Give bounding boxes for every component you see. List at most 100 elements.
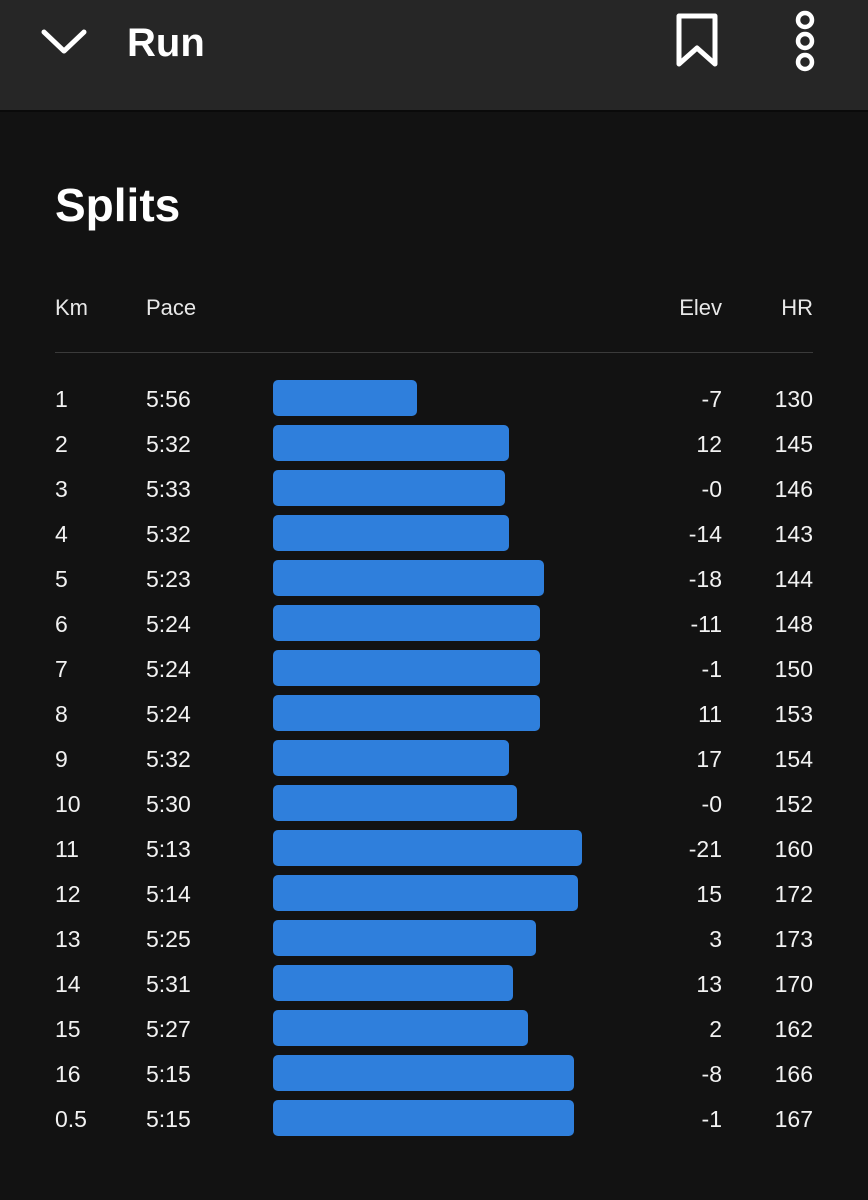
chevron-down-icon	[41, 29, 87, 54]
split-row: 0.5 5:15 -1 167	[0, 1097, 868, 1142]
pace-bar	[273, 425, 509, 461]
page-title: Run	[127, 21, 205, 65]
split-elev: -11	[690, 611, 722, 637]
split-km: 9	[55, 746, 68, 772]
pace-bar	[273, 470, 505, 506]
split-km: 10	[55, 791, 81, 817]
split-pace: 5:32	[146, 521, 191, 547]
pace-bar	[273, 560, 544, 596]
split-pace: 5:33	[146, 476, 191, 502]
pace-bar	[273, 785, 517, 821]
pace-bar	[273, 830, 582, 866]
split-row: 13 5:25 3 173	[0, 917, 868, 962]
split-pace: 5:25	[146, 926, 191, 952]
back-button[interactable]	[36, 20, 92, 64]
splits-heading: Splits	[55, 179, 181, 231]
split-hr: 172	[774, 881, 813, 907]
pace-bar	[273, 740, 509, 776]
split-row: 12 5:14 15 172	[0, 872, 868, 917]
split-elev: -0	[701, 791, 722, 817]
split-elev: -1	[701, 656, 722, 682]
split-elev: 2	[709, 1016, 722, 1042]
split-elev: 3	[709, 926, 722, 952]
split-row: 6 5:24 -11 148	[0, 602, 868, 647]
split-km: 5	[55, 566, 68, 592]
pace-bar	[273, 920, 536, 956]
split-row: 9 5:32 17 154	[0, 737, 868, 782]
split-row: 5 5:23 -18 144	[0, 557, 868, 602]
splits-column-headers: Km Pace Elev HR	[0, 290, 868, 330]
pace-bar	[273, 1010, 528, 1046]
splits-table: 1 5:56 -7 130 2 5:32 12 145 3 5:33 -0 146 4 5:32 -14 14…	[0, 377, 868, 1142]
pace-bar	[273, 1100, 574, 1136]
split-km: 11	[55, 836, 79, 862]
split-km: 16	[55, 1061, 81, 1087]
split-elev: -21	[688, 836, 722, 862]
split-row: 4 5:32 -14 143	[0, 512, 868, 557]
split-pace: 5:24	[146, 701, 191, 727]
split-hr: 148	[774, 611, 813, 637]
split-km: 13	[55, 926, 81, 952]
column-header-hr: HR	[781, 295, 813, 320]
split-km: 8	[55, 701, 68, 727]
split-pace: 5:15	[146, 1061, 191, 1087]
split-pace: 5:30	[146, 791, 191, 817]
split-elev: 13	[696, 971, 722, 997]
split-elev: -1	[701, 1106, 722, 1132]
header-divider	[55, 352, 813, 353]
split-km: 0.5	[55, 1106, 87, 1132]
split-hr: 145	[774, 431, 813, 457]
pace-bar	[273, 380, 417, 416]
split-hr: 130	[774, 386, 813, 412]
split-hr: 167	[774, 1106, 813, 1132]
bookmark-button[interactable]	[672, 10, 722, 70]
split-hr: 173	[774, 926, 813, 952]
split-row: 16 5:15 -8 166	[0, 1052, 868, 1097]
split-hr: 162	[774, 1016, 813, 1042]
split-elev: -14	[688, 521, 722, 547]
split-hr: 170	[774, 971, 813, 997]
split-hr: 143	[774, 521, 813, 547]
split-km: 3	[55, 476, 68, 502]
split-pace: 5:32	[146, 431, 191, 457]
pace-bar	[273, 695, 540, 731]
split-hr: 153	[774, 701, 813, 727]
bookmark-icon	[676, 13, 718, 67]
split-elev: 11	[698, 701, 722, 727]
column-header-elev: Elev	[679, 295, 722, 320]
split-row: 11 5:13 -21 160	[0, 827, 868, 872]
pace-bar	[273, 515, 509, 551]
split-km: 15	[55, 1016, 81, 1042]
split-km: 7	[55, 656, 68, 682]
split-pace: 5:15	[146, 1106, 191, 1132]
more-options-button[interactable]	[785, 10, 825, 72]
column-header-pace: Pace	[146, 295, 197, 320]
split-pace: 5:31	[146, 971, 191, 997]
pace-bar	[273, 605, 540, 641]
split-elev: -7	[701, 386, 722, 412]
split-row: 10 5:30 -0 152	[0, 782, 868, 827]
split-hr: 152	[774, 791, 813, 817]
split-pace: 5:56	[146, 386, 191, 412]
split-km: 4	[55, 521, 68, 547]
pace-bar	[273, 1055, 574, 1091]
split-pace: 5:13	[146, 836, 191, 862]
split-pace: 5:27	[146, 1016, 191, 1042]
split-hr: 160	[774, 836, 813, 862]
more-vertical-icon	[795, 10, 815, 72]
pace-bar	[273, 650, 540, 686]
split-pace: 5:32	[146, 746, 191, 772]
split-hr: 166	[774, 1061, 813, 1087]
split-row: 7 5:24 -1 150	[0, 647, 868, 692]
split-hr: 150	[774, 656, 813, 682]
split-pace: 5:14	[146, 881, 191, 907]
split-row: 2 5:32 12 145	[0, 422, 868, 467]
split-hr: 146	[774, 476, 813, 502]
split-row: 1 5:56 -7 130	[0, 377, 868, 422]
split-row: 8 5:24 11 153	[0, 692, 868, 737]
split-pace: 5:24	[146, 656, 191, 682]
split-km: 6	[55, 611, 68, 637]
split-elev: 15	[696, 881, 722, 907]
split-pace: 5:23	[146, 566, 191, 592]
split-hr: 154	[774, 746, 813, 772]
